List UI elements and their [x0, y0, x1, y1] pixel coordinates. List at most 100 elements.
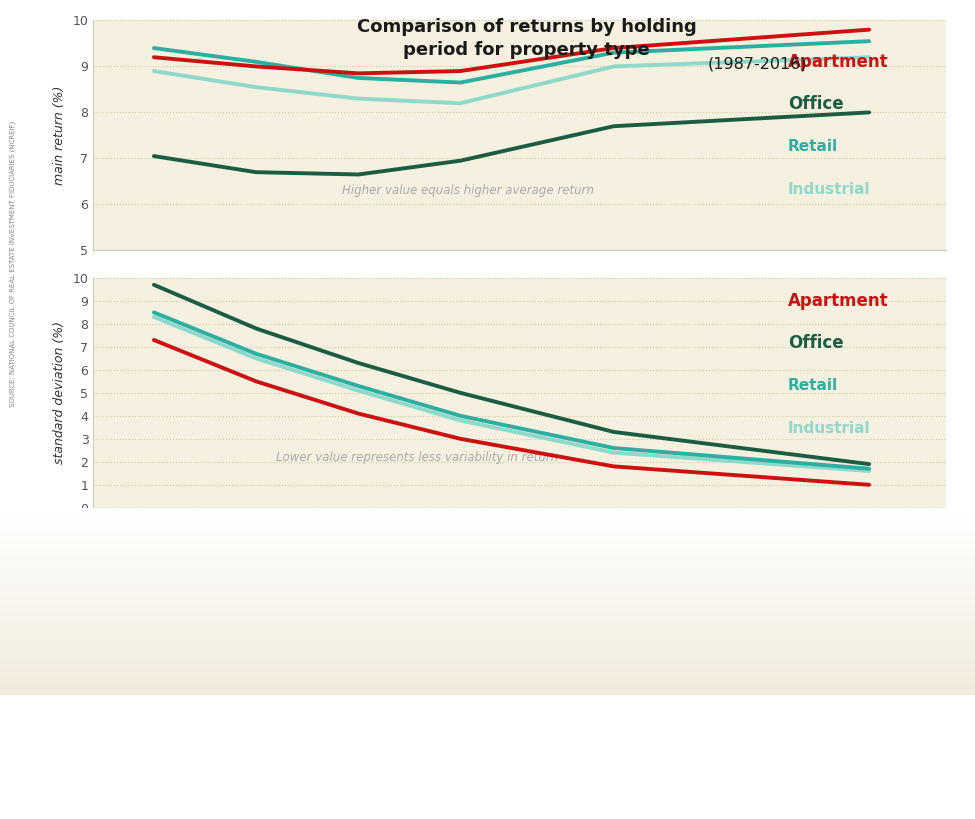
Bar [0, 577, 975, 578]
Bar [0, 567, 975, 568]
Bar [0, 670, 975, 672]
Bar [0, 628, 975, 629]
Bar [0, 515, 975, 516]
Bar [0, 592, 975, 593]
Bar [0, 574, 975, 575]
Bar [0, 565, 975, 566]
Bar [0, 509, 975, 510]
Bar [0, 673, 975, 674]
Bar [0, 637, 975, 639]
Bar [0, 620, 975, 621]
Text: Industrial: Industrial [788, 421, 871, 436]
Bar [0, 584, 975, 586]
Bar [0, 517, 975, 518]
Bar [0, 633, 975, 634]
Bar [0, 612, 975, 613]
Bar [0, 634, 975, 635]
Bar [0, 579, 975, 580]
Bar [0, 561, 975, 562]
Bar [0, 569, 975, 570]
Bar [0, 655, 975, 656]
Bar [0, 615, 975, 616]
Bar [0, 583, 975, 584]
Text: Retail: Retail [788, 378, 838, 393]
Bar [0, 630, 975, 631]
Bar [0, 545, 975, 546]
Text: SOURCE: NATIONAL COUNCIL OF REAL ESTATE INVESTMENT FIDUCIARIES (NCREIF): SOURCE: NATIONAL COUNCIL OF REAL ESTATE … [10, 121, 16, 407]
Bar [0, 647, 975, 648]
Bar [0, 520, 975, 521]
Bar [0, 530, 975, 531]
Bar [0, 657, 975, 658]
Bar [0, 518, 975, 519]
Bar [0, 642, 975, 643]
Bar [0, 552, 975, 553]
Bar [0, 676, 975, 677]
Text: Retail: Retail [788, 139, 838, 155]
Bar [0, 535, 975, 536]
Bar [0, 572, 975, 573]
Bar [0, 513, 975, 514]
Bar [0, 547, 975, 548]
Bar [0, 593, 975, 594]
Bar [0, 618, 975, 619]
Bar [0, 573, 975, 574]
Bar [0, 557, 975, 559]
Bar [0, 529, 975, 530]
Bar [0, 595, 975, 596]
Bar [0, 641, 975, 642]
Bar [0, 644, 975, 645]
Bar [0, 622, 975, 623]
Bar [0, 681, 975, 682]
Bar [0, 619, 975, 620]
Bar [0, 684, 975, 686]
Bar [0, 646, 975, 647]
Bar [0, 652, 975, 653]
Bar [0, 566, 975, 567]
Bar [0, 601, 975, 602]
Bar [0, 526, 975, 527]
Bar [0, 532, 975, 533]
Bar [0, 575, 975, 576]
Bar [0, 609, 975, 610]
Bar [0, 683, 975, 684]
Bar [0, 661, 975, 662]
Bar [0, 543, 975, 544]
Bar [0, 645, 975, 646]
Bar [0, 596, 975, 597]
Bar [0, 689, 975, 690]
Bar [0, 665, 975, 666]
Bar [0, 675, 975, 676]
Bar [0, 616, 975, 617]
Bar [0, 604, 975, 605]
Bar [0, 597, 975, 599]
Bar [0, 588, 975, 589]
Bar [0, 603, 975, 604]
Bar [0, 523, 975, 525]
Bar [0, 525, 975, 526]
Bar [0, 663, 975, 665]
Bar [0, 510, 975, 512]
Bar [0, 631, 975, 632]
Bar [0, 514, 975, 515]
Bar [0, 512, 975, 513]
Text: Higher value equals higher average return: Higher value equals higher average retur… [342, 184, 594, 197]
Bar [0, 539, 975, 540]
Bar [0, 672, 975, 673]
Bar [0, 540, 975, 541]
Bar [0, 534, 975, 535]
Bar [0, 582, 975, 583]
Bar [0, 602, 975, 603]
Bar [0, 674, 975, 675]
Bar [0, 594, 975, 595]
Text: Apartment: Apartment [788, 292, 888, 310]
Bar [0, 666, 975, 667]
Bar [0, 690, 975, 692]
Bar [0, 608, 975, 609]
Bar [0, 626, 975, 627]
Bar [0, 590, 975, 592]
Bar [0, 686, 975, 687]
Text: Comparison of returns by holding
period for property type: Comparison of returns by holding period … [357, 18, 696, 59]
Bar [0, 648, 975, 649]
Bar [0, 553, 975, 554]
